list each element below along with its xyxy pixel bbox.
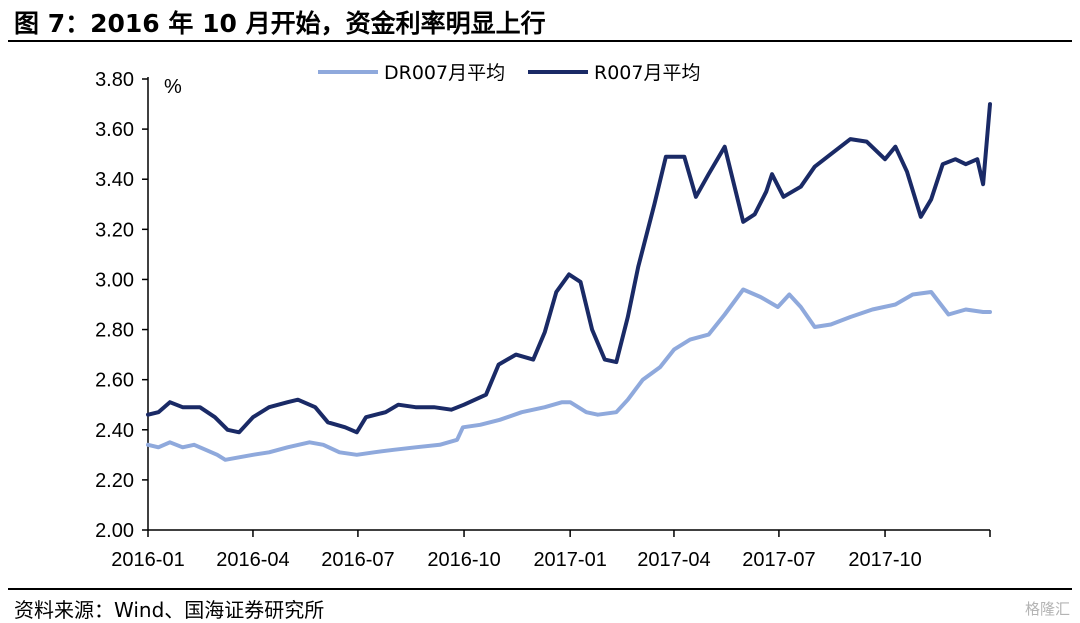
legend-label: R007月平均 bbox=[594, 62, 700, 84]
x-tick-label: 2017-04 bbox=[637, 549, 710, 571]
y-tick-label: 2.80 bbox=[95, 320, 134, 342]
x-tick-label: 2016-01 bbox=[111, 549, 184, 571]
line-chart: 2.00 2.20 2.40 2.60 2.80 3.00 3.20 3.40 3.60 3.80… bbox=[95, 62, 992, 571]
series-line-r007 bbox=[146, 102, 992, 435]
source-note: 资料来源：Wind、国海证券研究所 bbox=[14, 598, 325, 622]
y-tick-label: 3.20 bbox=[95, 219, 134, 241]
x-tick-label: 2017-07 bbox=[742, 549, 815, 571]
top-rule bbox=[8, 40, 1072, 42]
y-tick-label: 2.60 bbox=[95, 370, 134, 392]
y-tick-label: 2.40 bbox=[95, 420, 134, 442]
x-tick-label: 2016-10 bbox=[427, 549, 500, 571]
y-tick-label: 3.60 bbox=[95, 119, 134, 141]
watermark: 格隆汇 bbox=[1024, 600, 1070, 618]
x-ticks: 2016-01 2016-04 2016-07 2016-10 2017-01 2017-… bbox=[111, 530, 991, 571]
chart-axes bbox=[147, 77, 990, 531]
x-tick-label: 2016-07 bbox=[321, 549, 394, 571]
series-line-dr007 bbox=[146, 287, 992, 462]
y-tick-label: 3.40 bbox=[95, 169, 134, 191]
x-tick-label: 2016-04 bbox=[216, 549, 289, 571]
legend-label: DR007月平均 bbox=[384, 62, 505, 84]
bottom-rule bbox=[8, 588, 1072, 590]
y-ticks: 2.00 2.20 2.40 2.60 2.80 3.00 3.20 3.40 3.60 3.80 bbox=[95, 69, 148, 542]
figure-title: 图 7：2016 年 10 月开始，资金利率明显上行 bbox=[14, 9, 546, 38]
x-tick-label: 2017-10 bbox=[848, 549, 921, 571]
y-tick-label: 2.20 bbox=[95, 470, 134, 492]
y-tick-label: 3.00 bbox=[95, 269, 134, 291]
x-tick-label: 2017-01 bbox=[533, 549, 606, 571]
series-group bbox=[146, 102, 992, 462]
y-unit-label: % bbox=[164, 76, 182, 98]
y-tick-label: 2.00 bbox=[95, 520, 134, 542]
y-tick-label: 3.80 bbox=[95, 69, 134, 91]
legend: DR007月平均 R007月平均 bbox=[318, 62, 700, 84]
